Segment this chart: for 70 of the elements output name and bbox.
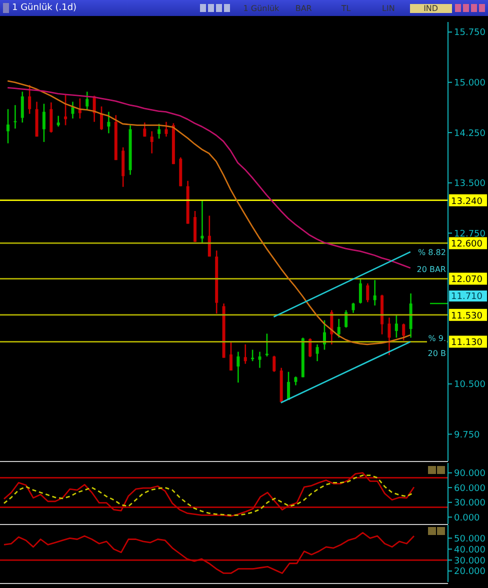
- candlestick: [394, 314, 398, 338]
- candlestick: [56, 115, 60, 128]
- y-tick-label: 60.000: [454, 484, 486, 494]
- candlestick: [308, 338, 312, 358]
- y-tick-label: 30.000: [454, 498, 486, 509]
- candlestick: [200, 198, 204, 244]
- y-tick-label: 10.500: [454, 380, 486, 390]
- candlestick: [64, 94, 68, 126]
- candlestick: [78, 98, 82, 120]
- candlestick: [229, 340, 232, 372]
- y-tick-label: 0.000: [454, 513, 480, 524]
- y-tick-label: 50.000: [454, 534, 486, 544]
- candlestick: [236, 351, 240, 384]
- ref-line-label: 13.240: [451, 196, 483, 207]
- text: 11.710: [451, 292, 483, 302]
- candlestick: [352, 302, 355, 314]
- text: % 8.82: [417, 248, 447, 258]
- y-tick-label: 13.500: [454, 179, 486, 190]
- candlestick: [373, 279, 376, 306]
- annotation: 20 BAR: [416, 265, 447, 276]
- candlestick: [316, 344, 319, 362]
- candlestick: [388, 316, 391, 356]
- y-tick-label: 30.000: [454, 556, 486, 566]
- ref-line-label: 12.070: [451, 275, 483, 286]
- candlestick: [402, 322, 406, 342]
- candlestick: [14, 104, 17, 130]
- text: 20 B: [426, 349, 447, 360]
- candlestick: [20, 91, 24, 124]
- line-series: [6, 86, 412, 269]
- y-tick-label: 9.750: [454, 430, 480, 440]
- candlestick: [208, 215, 211, 258]
- candlestick: [6, 108, 10, 144]
- text: TL: [340, 4, 352, 12]
- candlestick: [287, 371, 290, 401]
- candlestick: [42, 103, 46, 143]
- candlestick: [28, 84, 32, 114]
- candlestick: [107, 111, 110, 134]
- ref-line-label: 11.130: [451, 338, 483, 348]
- ref-line-label: 12.600: [451, 240, 483, 250]
- text: BAR: [294, 4, 313, 12]
- candlestick: [100, 106, 104, 131]
- candlestick: [164, 121, 168, 138]
- y-tick-label: 40.000: [454, 545, 486, 556]
- candlestick: [143, 122, 146, 138]
- line-series: [6, 80, 412, 346]
- chart-title: 1 Günlük (.1d): [12, 3, 78, 13]
- candlestick: [158, 123, 161, 140]
- candlestick: [86, 91, 89, 110]
- candlestick: [244, 344, 247, 364]
- candlestick: [50, 102, 53, 134]
- text: 1 Günlük: [242, 4, 280, 12]
- candlestick: [366, 282, 370, 303]
- candlestick: [358, 277, 362, 304]
- y-tick-label: 14.250: [454, 128, 486, 139]
- candlestick: [150, 130, 154, 154]
- annotation: % 9.: [427, 334, 447, 344]
- candlestick: [337, 318, 340, 338]
- y-tick-label: 20.000: [454, 567, 486, 578]
- ref-line-label: 11.530: [451, 311, 483, 322]
- candlestick: [272, 355, 276, 373]
- text: IND: [410, 4, 452, 12]
- y-tick-label: 90.000: [454, 469, 486, 480]
- y-tick-label: 15.000: [454, 78, 486, 89]
- candlestick: [258, 351, 262, 368]
- candlestick: [344, 310, 348, 328]
- line-series: [3, 532, 415, 574]
- text: LIN: [381, 4, 396, 12]
- candlestick: [71, 101, 74, 120]
- y-tick-label: 15.750: [454, 28, 486, 38]
- y-tick-label: 12.750: [454, 229, 486, 240]
